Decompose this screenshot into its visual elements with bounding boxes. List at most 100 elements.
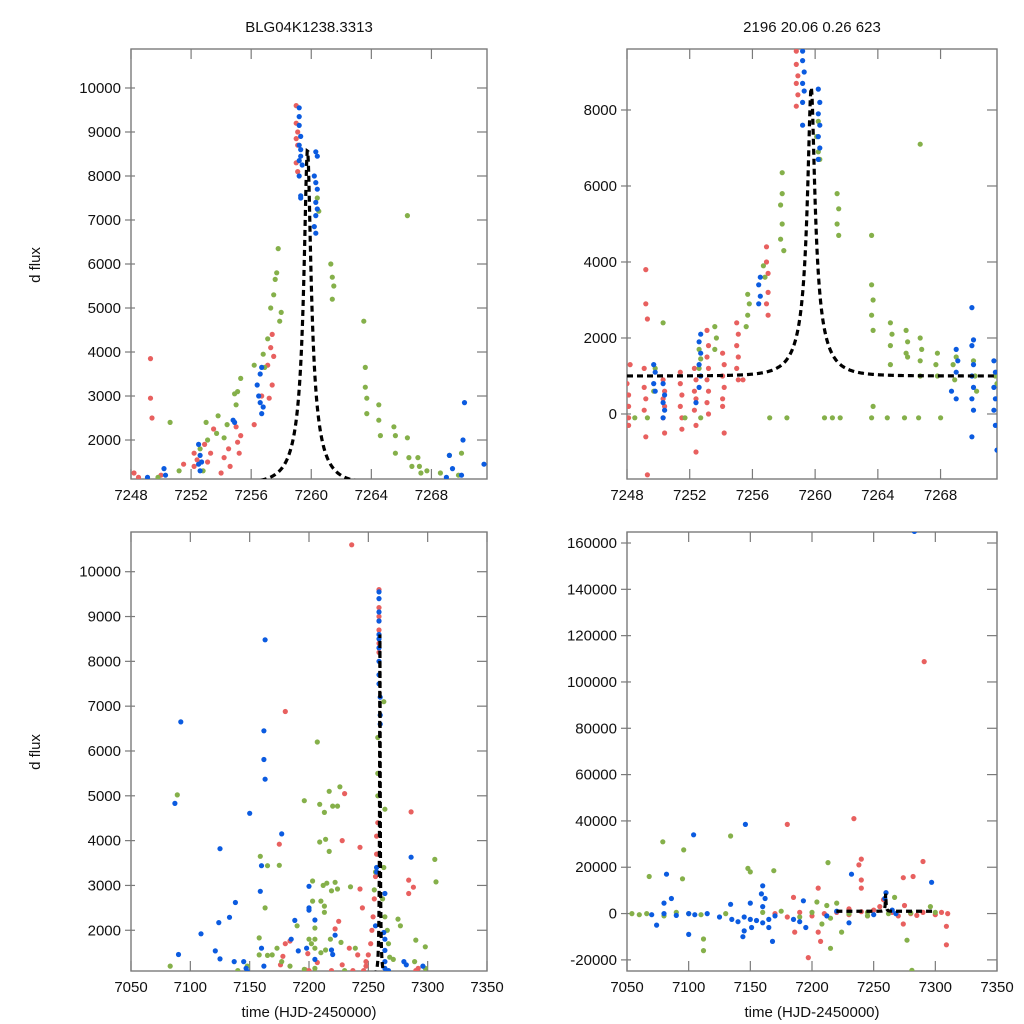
data-point-red <box>815 885 821 891</box>
data-point-red <box>293 136 299 142</box>
data-point-red <box>295 129 301 135</box>
data-point-blue <box>461 400 468 406</box>
data-point-green <box>827 945 834 951</box>
data-point-green <box>458 450 465 456</box>
data-point-blue <box>304 945 310 951</box>
data-point-blue <box>991 358 997 364</box>
data-point-blue <box>735 919 741 925</box>
data-point-green <box>334 803 341 809</box>
y-tick-label: 8000 <box>584 102 617 119</box>
y-tick-label: 7000 <box>88 698 121 715</box>
data-point-red <box>361 968 367 971</box>
data-point-green <box>970 358 977 364</box>
data-point-red <box>218 470 224 476</box>
data-point-blue <box>969 434 975 440</box>
data-point-blue <box>955 358 961 364</box>
data-point-green <box>328 888 335 894</box>
data-point-red <box>282 941 288 947</box>
data-point-green <box>324 880 330 886</box>
data-point-green <box>279 959 285 965</box>
y-tick-label: 5000 <box>88 788 121 805</box>
x-tick-label: 7264 <box>861 487 894 504</box>
y-tick-label: 9000 <box>88 124 121 141</box>
data-point-green <box>779 170 785 176</box>
data-point-green <box>632 415 638 421</box>
data-point-green <box>306 936 312 942</box>
data-point-blue <box>661 911 667 917</box>
data-point-green <box>404 213 410 219</box>
data-point-red <box>900 875 906 881</box>
scatter-layer <box>627 49 997 478</box>
data-point-red <box>149 415 155 421</box>
data-point-red <box>339 838 345 844</box>
data-point-green <box>392 450 398 456</box>
data-point-green <box>681 847 687 853</box>
y-tick-label: 4000 <box>584 254 617 271</box>
data-point-green <box>824 902 830 909</box>
data-point-blue <box>660 381 666 387</box>
data-point-green <box>215 413 221 419</box>
data-point-red <box>202 441 208 447</box>
y-tick-label: 5000 <box>88 300 121 317</box>
data-point-red <box>765 289 771 295</box>
data-point-red <box>735 354 741 360</box>
xlabel-bottom-left: time (HJD-2450000) <box>241 1004 376 1021</box>
data-point-green <box>391 424 397 430</box>
data-point-blue <box>766 916 772 923</box>
data-point-green <box>917 141 923 147</box>
data-point-green <box>287 963 293 969</box>
data-point-blue <box>760 883 766 889</box>
data-point-blue <box>757 274 763 280</box>
data-point-green <box>869 232 875 238</box>
data-point-blue <box>313 230 319 236</box>
data-point-green <box>268 305 274 311</box>
data-point-green <box>314 739 320 745</box>
data-point-blue <box>332 932 338 938</box>
data-point-blue <box>662 392 668 398</box>
data-point-blue <box>314 153 320 159</box>
data-point-blue <box>969 305 975 311</box>
x-tick-label: 7268 <box>415 487 448 504</box>
data-point-green <box>779 221 785 227</box>
data-point-blue <box>232 419 238 425</box>
data-point-red <box>135 474 142 479</box>
data-point-blue <box>758 891 765 897</box>
xlabel-bottom-right: time (HJD-2450000) <box>744 1004 879 1021</box>
data-point-red <box>266 395 272 401</box>
y-tick-label: 120000 <box>567 628 617 645</box>
data-point-blue <box>662 407 668 413</box>
data-point-red <box>679 426 685 432</box>
data-point-green <box>829 415 836 421</box>
data-point-green <box>312 925 318 931</box>
data-point-red <box>790 894 797 901</box>
data-point-green <box>377 433 383 439</box>
data-point-green <box>214 430 220 436</box>
data-point-blue <box>258 945 265 951</box>
x-tick-label: 7200 <box>795 979 828 996</box>
panel-bottom-left: 7050 7100 7150 7200 7250 7300 7350 2000 3000 4000… <box>79 531 504 996</box>
data-point-red <box>914 912 920 919</box>
data-point-green <box>743 324 749 330</box>
data-point-blue <box>261 963 267 969</box>
data-point-green <box>821 415 828 421</box>
y-tick-label: 2000 <box>88 432 121 449</box>
x-tick-label: 7252 <box>673 487 706 504</box>
data-point-green <box>174 792 180 798</box>
data-point-blue <box>846 920 852 926</box>
data-point-blue <box>313 180 319 186</box>
data-point-red <box>147 395 154 401</box>
data-point-red <box>679 392 685 398</box>
data-point-blue <box>953 369 959 375</box>
data-point-blue <box>673 912 679 919</box>
data-point-green <box>644 911 650 917</box>
data-point-green <box>746 301 752 307</box>
data-point-blue <box>871 912 877 918</box>
data-point-red <box>641 407 647 413</box>
data-point-blue <box>716 914 723 920</box>
data-point-green <box>312 945 318 951</box>
data-point-red <box>693 449 699 455</box>
data-point-green <box>301 798 307 804</box>
data-point-red <box>900 921 906 927</box>
data-point-green <box>176 468 182 474</box>
data-point-blue <box>991 407 997 413</box>
